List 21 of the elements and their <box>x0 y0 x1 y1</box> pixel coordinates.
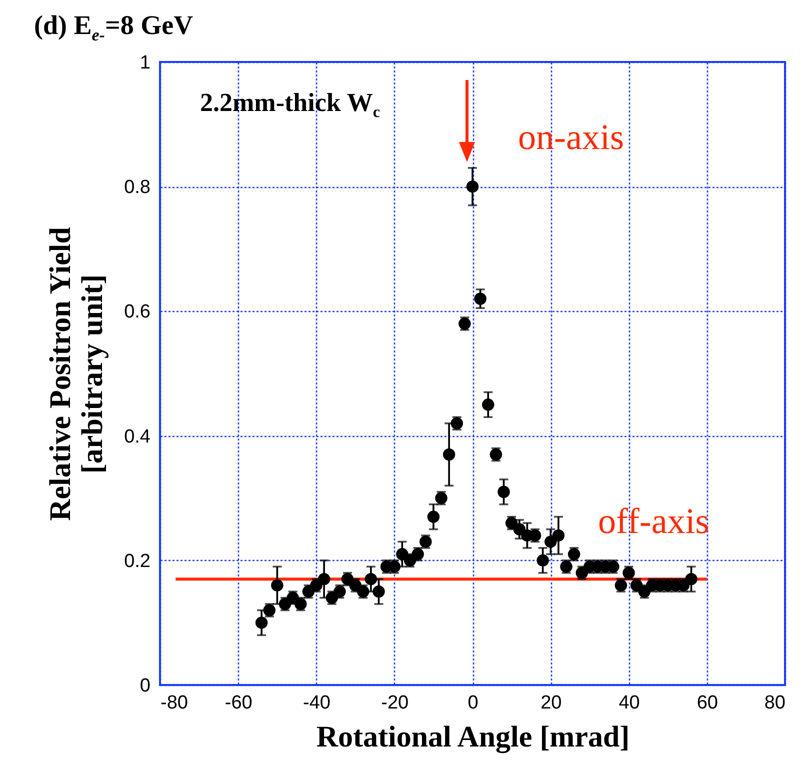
x-tick-label: -80 <box>160 692 188 714</box>
x-tick-label: 20 <box>540 692 562 714</box>
y-tick-label: 1 <box>140 52 150 74</box>
annotation: off-axis <box>598 500 710 542</box>
y-tick-label: 0.4 <box>124 426 151 448</box>
x-tick-label: 80 <box>764 692 786 714</box>
x-tick-label: -40 <box>303 692 330 714</box>
x-tick-label: -60 <box>224 692 252 714</box>
y-tick-label: 0.8 <box>124 177 150 198</box>
annotation: 2.2mm-thick W$_{c}$ <box>200 88 380 122</box>
x-axis-title: Rotational Angle [mrad] <box>316 720 630 754</box>
x-tick-label: 0 <box>468 692 478 714</box>
y-tick-label: 0 <box>140 676 150 696</box>
annotation: on-axis <box>518 116 624 158</box>
y-tick-label: 0.6 <box>124 302 150 323</box>
x-tick-label: 40 <box>618 692 640 714</box>
y-axis-title: Relative Positron Yield [arbitrary unit] <box>44 226 110 521</box>
x-tick-label: -20 <box>381 692 409 714</box>
y-tick-label: 0.2 <box>124 550 150 572</box>
x-tick-label: 60 <box>696 692 718 714</box>
chart-title: (d) E$_{e-}$=8 GeV <box>34 10 194 46</box>
